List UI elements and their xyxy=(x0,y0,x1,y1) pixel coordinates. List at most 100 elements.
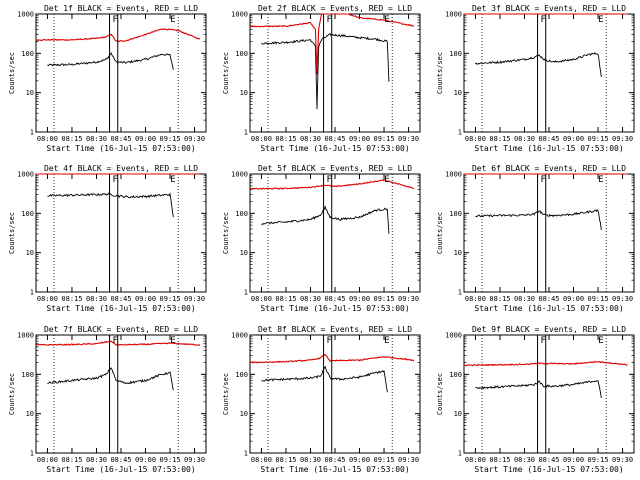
panel-7-xtick-label-4: 09:00 xyxy=(135,456,156,464)
panel-7-flag-F: F xyxy=(113,336,118,346)
panel-9-title: Det 9f BLACK = Events, RED = LLD xyxy=(472,325,626,334)
panel-8-xtick-label-2: 08:30 xyxy=(300,456,321,464)
panel-6-xtick-label-3: 08:45 xyxy=(538,295,559,303)
panel-1-title: Det 1f BLACK = Events, RED = LLD xyxy=(44,4,198,13)
panel-3-ylabel: Counts/sec xyxy=(436,52,444,94)
panel-7-ytick-label-2: 100 xyxy=(21,371,34,379)
panel-5-series-events xyxy=(261,205,390,234)
panel-2-xtick-label-3: 08:45 xyxy=(324,135,345,143)
panel-8-xtick-label-6: 09:30 xyxy=(398,456,419,464)
panel-7-series-events xyxy=(47,367,174,391)
panel-7-xtick-label-6: 09:30 xyxy=(184,456,205,464)
panel-4-xtick-label-1: 08:15 xyxy=(61,295,82,303)
panel-2-xtick-label-6: 09:30 xyxy=(398,135,419,143)
panel-1-xtick-label-3: 08:45 xyxy=(110,135,131,143)
panel-3-xtick-label-1: 08:15 xyxy=(489,135,510,143)
panel-5-flag-E: E xyxy=(384,175,389,185)
panel-6-xtick-label-2: 08:30 xyxy=(514,295,535,303)
panel-5-ytick-label-1: 10 xyxy=(240,249,248,257)
panel-9-frame xyxy=(463,334,635,454)
panel-2-xtick-label-1: 08:15 xyxy=(275,135,296,143)
panel-4-frame xyxy=(35,173,207,293)
panel-6-xtick-label-0: 08:00 xyxy=(465,295,486,303)
panel-4-xtick-label-2: 08:30 xyxy=(86,295,107,303)
panel-9-xtick-label-3: 08:45 xyxy=(538,456,559,464)
panel-9-xtick-label-0: 08:00 xyxy=(465,456,486,464)
panel-5-ytick-label-2: 100 xyxy=(235,210,248,218)
panel-1-ytick-label-1: 10 xyxy=(26,89,34,97)
panel-7-flag-E: E xyxy=(170,336,175,346)
panel-4-flag-E: E xyxy=(170,175,175,185)
panel-8-xtick-label-0: 08:00 xyxy=(251,456,272,464)
panel-6-ylabel: Counts/sec xyxy=(436,212,444,254)
panel-7-xtick-label-2: 08:30 xyxy=(86,456,107,464)
panel-3-flag-F: F xyxy=(541,15,546,25)
panel-5-xtick-label-1: 08:15 xyxy=(275,295,296,303)
panel-3-title: Det 3f BLACK = Events, RED = LLD xyxy=(472,4,626,13)
panel-det-6f: Det 6f BLACK = Events, RED = LLD 1 10 100 10… xyxy=(436,164,635,313)
panel-2-xtick-label-4: 09:00 xyxy=(349,135,370,143)
panel-7-xlabel: Start Time (16-Jul-15 07:53:00) xyxy=(46,465,195,474)
panel-3-xtick-label-2: 08:30 xyxy=(514,135,535,143)
panel-1-ylabel: Counts/sec xyxy=(8,52,16,94)
panel-2-ytick-label-3: 1000 xyxy=(231,11,248,19)
panel-2-frame xyxy=(249,13,421,133)
panel-9-xtick-label-1: 08:15 xyxy=(489,456,510,464)
panel-4-ytick-label-0: 1 xyxy=(30,289,34,297)
panel-9-ylabel: Counts/sec xyxy=(436,373,444,415)
panel-9-xtick-label-6: 09:30 xyxy=(612,456,633,464)
panel-8-xlabel: Start Time (16-Jul-15 07:53:00) xyxy=(260,465,409,474)
panel-3-xtick-label-5: 09:15 xyxy=(587,135,608,143)
panel-3-flag-E: E xyxy=(598,15,603,25)
panel-5-xtick-label-3: 08:45 xyxy=(324,295,345,303)
panel-det-7f: Det 7f BLACK = Events, RED = LLD 1 10 100 10… xyxy=(8,325,207,474)
panel-5-flag-F: F xyxy=(327,175,332,185)
panel-7-xtick-label-1: 08:15 xyxy=(61,456,82,464)
panel-6-xtick-label-5: 09:15 xyxy=(587,295,608,303)
panel-4-ytick-label-1: 10 xyxy=(26,249,34,257)
panel-6-frame xyxy=(463,173,635,293)
panel-1-ytick-label-3: 1000 xyxy=(17,11,34,19)
panel-1-xtick-label-4: 09:00 xyxy=(135,135,156,143)
panel-2-ytick-label-1: 10 xyxy=(240,89,248,97)
panel-2-xtick-label-0: 08:00 xyxy=(251,135,272,143)
panel-6-ytick-label-1: 10 xyxy=(454,249,462,257)
panel-7-frame xyxy=(35,334,207,454)
panel-det-4f: Det 4f BLACK = Events, RED = LLD 1 10 100 10… xyxy=(8,164,207,313)
panel-1-ytick-label-0: 1 xyxy=(30,129,34,137)
panel-2-flag-E: E xyxy=(384,15,389,25)
panel-1-xtick-label-0: 08:00 xyxy=(37,135,58,143)
panel-8-xtick-label-1: 08:15 xyxy=(275,456,296,464)
panel-8-ytick-label-2: 100 xyxy=(235,371,248,379)
panel-6-xtick-label-1: 08:15 xyxy=(489,295,510,303)
panel-6-xtick-label-6: 09:30 xyxy=(612,295,633,303)
panel-1-xtick-label-5: 09:15 xyxy=(159,135,180,143)
panel-4-ylabel: Counts/sec xyxy=(8,212,16,254)
panel-8-xtick-label-4: 09:00 xyxy=(349,456,370,464)
panel-1-xlabel: Start Time (16-Jul-15 07:53:00) xyxy=(46,144,195,153)
panel-2-ytick-label-0: 1 xyxy=(244,129,248,137)
panel-8-ytick-label-3: 1000 xyxy=(231,332,248,340)
panel-3-xtick-label-4: 09:00 xyxy=(563,135,584,143)
panel-9-flag-F: F xyxy=(541,336,546,346)
panel-6-ytick-label-3: 1000 xyxy=(445,171,462,179)
panel-1-flag-F: F xyxy=(113,15,118,25)
panel-9-xtick-label-2: 08:30 xyxy=(514,456,535,464)
panel-8-flag-F: F xyxy=(327,336,332,346)
panel-5-ylabel: Counts/sec xyxy=(222,212,230,254)
panel-5-xlabel: Start Time (16-Jul-15 07:53:00) xyxy=(260,304,409,313)
panel-3-xlabel: Start Time (16-Jul-15 07:53:00) xyxy=(474,144,623,153)
panel-8-frame xyxy=(249,334,421,454)
panel-3-xtick-label-0: 08:00 xyxy=(465,135,486,143)
panel-det-1f: Det 1f BLACK = Events, RED = LLD 1 10 100 10… xyxy=(8,4,207,153)
panel-5-ytick-label-0: 1 xyxy=(244,289,248,297)
panel-8-ytick-label-1: 10 xyxy=(240,410,248,418)
panel-9-ytick-label-2: 100 xyxy=(449,371,462,379)
panel-1-flag-E: E xyxy=(170,15,175,25)
panel-7-title: Det 7f BLACK = Events, RED = LLD xyxy=(44,325,198,334)
panel-9-ytick-label-1: 10 xyxy=(454,410,462,418)
panel-6-xlabel: Start Time (16-Jul-15 07:53:00) xyxy=(474,304,623,313)
panel-6-title: Det 6f BLACK = Events, RED = LLD xyxy=(472,164,626,173)
panel-5-frame xyxy=(249,173,421,293)
panel-1-xtick-label-1: 08:15 xyxy=(61,135,82,143)
